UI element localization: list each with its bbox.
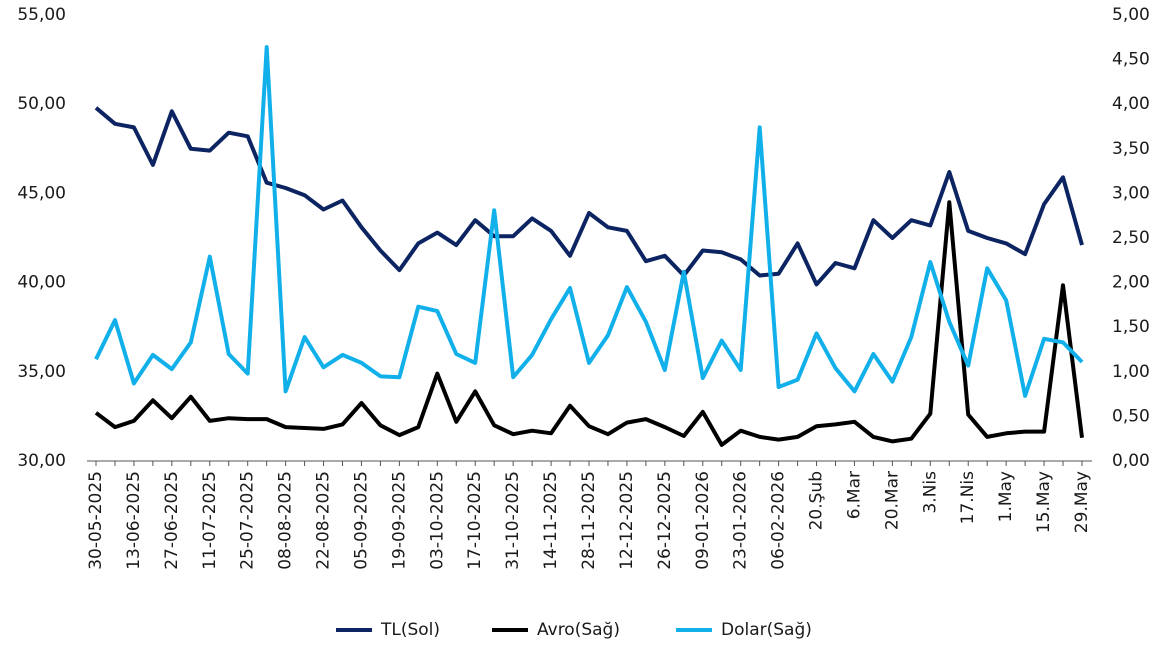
x-tick-label: 03-10-2025 xyxy=(427,471,447,570)
y2-tick-label: 0,00 xyxy=(1112,451,1150,471)
x-tick-label: 15.May xyxy=(1034,471,1054,533)
x-tick-label: 20.Mar xyxy=(882,471,902,530)
y-tick-label: 50,00 xyxy=(17,94,66,114)
x-tick-label: 3.Nis xyxy=(920,471,940,514)
legend-label: TL(Sol) xyxy=(380,620,440,640)
x-tick-label: 13-06-2025 xyxy=(124,471,144,570)
y2-tick-label: 4,50 xyxy=(1112,50,1150,70)
y2-tick-label: 1,00 xyxy=(1112,362,1150,382)
x-tick-label: 31-10-2025 xyxy=(503,471,523,570)
y-tick-label: 55,00 xyxy=(17,5,66,25)
y2-tick-label: 2,50 xyxy=(1112,228,1150,248)
x-tick-label: 12-12-2025 xyxy=(617,471,637,570)
x-tick-label: 23-01-2026 xyxy=(731,471,751,570)
y2-tick-label: 1,50 xyxy=(1112,317,1150,337)
y-tick-label: 30,00 xyxy=(17,451,66,471)
x-tick-label: 14-11-2025 xyxy=(541,471,561,570)
x-tick-label: 17.Nis xyxy=(958,471,978,524)
series-line xyxy=(94,106,1084,287)
y2-tick-label: 2,00 xyxy=(1112,273,1150,293)
legend-label: Dolar(Sağ) xyxy=(721,620,812,640)
y-tick-label: 45,00 xyxy=(17,183,66,203)
x-tick-label: 08-08-2025 xyxy=(276,471,296,570)
x-tick-label: 22-08-2025 xyxy=(314,471,334,570)
x-tick-label: 06-02-2026 xyxy=(769,471,789,570)
x-tick-label: 05-09-2025 xyxy=(351,471,371,570)
x-tick-label: 1.May xyxy=(996,471,1016,522)
x-tick-label: 29.May xyxy=(1072,471,1092,533)
x-tick-label: 17-10-2025 xyxy=(465,471,485,570)
x-tick-label: 6.Mar xyxy=(844,471,864,519)
x-tick-label: 27-06-2025 xyxy=(162,471,182,570)
x-tick-label: 20.Şub xyxy=(807,471,827,530)
y2-tick-label: 5,00 xyxy=(1112,5,1150,25)
x-tick-label: 09-01-2026 xyxy=(693,471,713,570)
x-tick-label: 25-07-2025 xyxy=(238,471,258,570)
x-tick-label: 30-05-2025 xyxy=(86,471,106,570)
y2-tick-label: 0,50 xyxy=(1112,406,1150,426)
x-tick-label: 28-11-2025 xyxy=(579,471,599,570)
x-tick-label: 19-09-2025 xyxy=(389,471,409,570)
y2-tick-label: 4,00 xyxy=(1112,94,1150,114)
y-tick-label: 35,00 xyxy=(17,362,66,382)
y-tick-label: 40,00 xyxy=(17,273,66,293)
x-tick-label: 26-12-2025 xyxy=(655,471,675,570)
series-line xyxy=(94,200,1084,447)
y2-tick-label: 3,00 xyxy=(1112,183,1150,203)
y2-tick-label: 3,50 xyxy=(1112,139,1150,159)
legend-label: Avro(Sağ) xyxy=(537,620,620,640)
series-line xyxy=(94,45,1084,398)
x-tick-label: 11-07-2025 xyxy=(200,471,220,570)
